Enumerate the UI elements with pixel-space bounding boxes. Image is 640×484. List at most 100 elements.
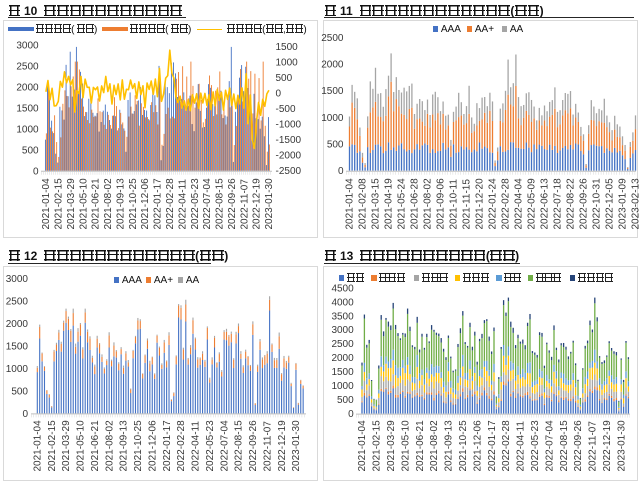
svg-text:2022-02-28: 2022-02-28 bbox=[165, 178, 176, 230]
svg-text:0: 0 bbox=[276, 89, 282, 100]
svg-text:0: 0 bbox=[348, 409, 354, 420]
svg-text:2023-01-30: 2023-01-30 bbox=[264, 178, 275, 230]
svg-text:2021-03-29: 2021-03-29 bbox=[61, 420, 72, 472]
svg-text:0: 0 bbox=[22, 409, 28, 420]
svg-text:2021-02-15: 2021-02-15 bbox=[53, 178, 64, 230]
svg-text:2021-11-15: 2021-11-15 bbox=[462, 179, 473, 230]
svg-text:2022-09-26: 2022-09-26 bbox=[573, 420, 584, 472]
svg-text:2022-02-28: 2022-02-28 bbox=[176, 420, 187, 472]
svg-text:2000: 2000 bbox=[321, 60, 344, 71]
svg-text:2022-05-23: 2022-05-23 bbox=[530, 420, 541, 472]
svg-text:2022-01-17: 2022-01-17 bbox=[153, 178, 164, 230]
svg-text:4500: 4500 bbox=[331, 283, 354, 294]
svg-text:2021-03-29: 2021-03-29 bbox=[66, 178, 77, 230]
svg-text:2022-06-13: 2022-06-13 bbox=[540, 178, 551, 230]
svg-text:2022-04-11: 2022-04-11 bbox=[191, 421, 202, 472]
svg-text:1000: 1000 bbox=[16, 124, 39, 135]
svg-text:2022-04-11: 2022-04-11 bbox=[177, 179, 188, 230]
svg-text:2021-10-25: 2021-10-25 bbox=[458, 420, 469, 472]
svg-text:2022-07-04: 2022-07-04 bbox=[202, 178, 213, 230]
svg-text:2021-09-13: 2021-09-13 bbox=[119, 420, 130, 472]
svg-text:500: 500 bbox=[22, 145, 39, 156]
svg-text:1000: 1000 bbox=[331, 381, 354, 392]
svg-text:2021-01-04: 2021-01-04 bbox=[41, 178, 52, 230]
svg-text:2021-09-06: 2021-09-06 bbox=[436, 178, 447, 230]
svg-text:-1000: -1000 bbox=[276, 120, 302, 131]
svg-text:2021-06-21: 2021-06-21 bbox=[90, 420, 101, 472]
svg-text:2022-07-04: 2022-07-04 bbox=[219, 420, 230, 472]
svg-text:2021-10-25: 2021-10-25 bbox=[133, 420, 144, 472]
svg-text:2022-05-23: 2022-05-23 bbox=[190, 178, 201, 230]
svg-text:2022-02-28: 2022-02-28 bbox=[501, 420, 512, 472]
svg-text:-500: -500 bbox=[276, 104, 296, 115]
svg-text:2023-01-30: 2023-01-30 bbox=[616, 420, 627, 472]
svg-text:2021-08-02: 2021-08-02 bbox=[103, 178, 114, 230]
svg-text:2021-12-06: 2021-12-06 bbox=[140, 178, 151, 230]
svg-text:2021-02-15: 2021-02-15 bbox=[372, 420, 383, 472]
svg-text:2000: 2000 bbox=[6, 319, 29, 330]
svg-text:2022-09-26: 2022-09-26 bbox=[248, 420, 259, 472]
svg-text:2022-04-11: 2022-04-11 bbox=[516, 421, 527, 472]
svg-text:2022-08-15: 2022-08-15 bbox=[234, 420, 245, 472]
svg-text:2021-02-08: 2021-02-08 bbox=[358, 178, 369, 230]
svg-text:2022-01-24: 2022-01-24 bbox=[488, 178, 499, 230]
svg-text:2022-02-28: 2022-02-28 bbox=[501, 178, 512, 230]
svg-text:2022-01-17: 2022-01-17 bbox=[162, 420, 173, 472]
svg-text:1000: 1000 bbox=[276, 58, 299, 69]
svg-text:2500: 2500 bbox=[6, 296, 29, 307]
svg-text:2022-08-15: 2022-08-15 bbox=[215, 178, 226, 230]
svg-text:2021-06-21: 2021-06-21 bbox=[91, 178, 102, 230]
svg-text:2023-01-30: 2023-01-30 bbox=[291, 420, 302, 472]
svg-text:2500: 2500 bbox=[16, 61, 39, 72]
svg-text:-1500: -1500 bbox=[276, 135, 302, 146]
svg-text:2021-03-29: 2021-03-29 bbox=[386, 420, 397, 472]
svg-text:2021-05-10: 2021-05-10 bbox=[76, 420, 87, 472]
svg-text:2022-10-31: 2022-10-31 bbox=[592, 178, 603, 230]
svg-text:2021-12-06: 2021-12-06 bbox=[472, 420, 483, 472]
svg-text:2022-09-26: 2022-09-26 bbox=[579, 178, 590, 230]
svg-text:500: 500 bbox=[276, 73, 293, 84]
svg-text:1500: 1500 bbox=[276, 42, 299, 53]
svg-text:2021-10-11: 2021-10-11 bbox=[449, 179, 460, 230]
svg-text:2022-11-07: 2022-11-07 bbox=[239, 179, 250, 230]
svg-text:1500: 1500 bbox=[16, 103, 39, 114]
svg-text:500: 500 bbox=[337, 395, 354, 406]
svg-text:-2500: -2500 bbox=[276, 166, 302, 177]
svg-text:2021-01-04: 2021-01-04 bbox=[357, 420, 368, 472]
svg-text:3000: 3000 bbox=[6, 274, 29, 285]
svg-text:2021-05-10: 2021-05-10 bbox=[78, 178, 89, 230]
svg-text:1000: 1000 bbox=[6, 364, 29, 375]
svg-text:1500: 1500 bbox=[321, 86, 344, 97]
svg-text:2021-12-06: 2021-12-06 bbox=[147, 420, 158, 472]
svg-text:2022-05-09: 2022-05-09 bbox=[527, 178, 538, 230]
svg-text:2500: 2500 bbox=[321, 33, 344, 44]
svg-text:2022-05-23: 2022-05-23 bbox=[205, 420, 216, 472]
svg-text:2022-12-19: 2022-12-19 bbox=[602, 420, 613, 472]
svg-text:2021-08-02: 2021-08-02 bbox=[423, 178, 434, 230]
svg-text:3000: 3000 bbox=[16, 40, 39, 51]
svg-text:2021-03-15: 2021-03-15 bbox=[371, 178, 382, 230]
svg-text:2022-01-17: 2022-01-17 bbox=[487, 420, 498, 472]
svg-text:2022-07-18: 2022-07-18 bbox=[553, 178, 564, 230]
svg-text:2023-02-13: 2023-02-13 bbox=[631, 178, 640, 230]
svg-text:2021-01-04: 2021-01-04 bbox=[33, 420, 44, 472]
svg-text:1000: 1000 bbox=[321, 113, 344, 124]
svg-text:3500: 3500 bbox=[331, 311, 354, 322]
svg-text:2022-12-19: 2022-12-19 bbox=[252, 178, 263, 230]
svg-text:2021-06-28: 2021-06-28 bbox=[410, 178, 421, 230]
svg-text:2021-09-13: 2021-09-13 bbox=[444, 420, 455, 472]
svg-text:2021-10-25: 2021-10-25 bbox=[128, 178, 139, 230]
svg-text:2021-05-24: 2021-05-24 bbox=[397, 178, 408, 230]
svg-text:2022-12-05: 2022-12-05 bbox=[605, 178, 616, 230]
svg-text:2021-02-15: 2021-02-15 bbox=[47, 420, 58, 472]
svg-text:500: 500 bbox=[11, 386, 28, 397]
svg-text:4000: 4000 bbox=[331, 297, 354, 308]
svg-text:-2000: -2000 bbox=[276, 151, 302, 162]
svg-text:2021-12-20: 2021-12-20 bbox=[475, 178, 486, 230]
svg-text:0: 0 bbox=[338, 166, 344, 177]
svg-text:2021-05-10: 2021-05-10 bbox=[400, 420, 411, 472]
svg-text:2022-12-19: 2022-12-19 bbox=[277, 420, 288, 472]
svg-text:0: 0 bbox=[33, 166, 39, 177]
svg-text:2021-06-21: 2021-06-21 bbox=[415, 420, 426, 472]
svg-text:2021-09-13: 2021-09-13 bbox=[115, 178, 126, 230]
